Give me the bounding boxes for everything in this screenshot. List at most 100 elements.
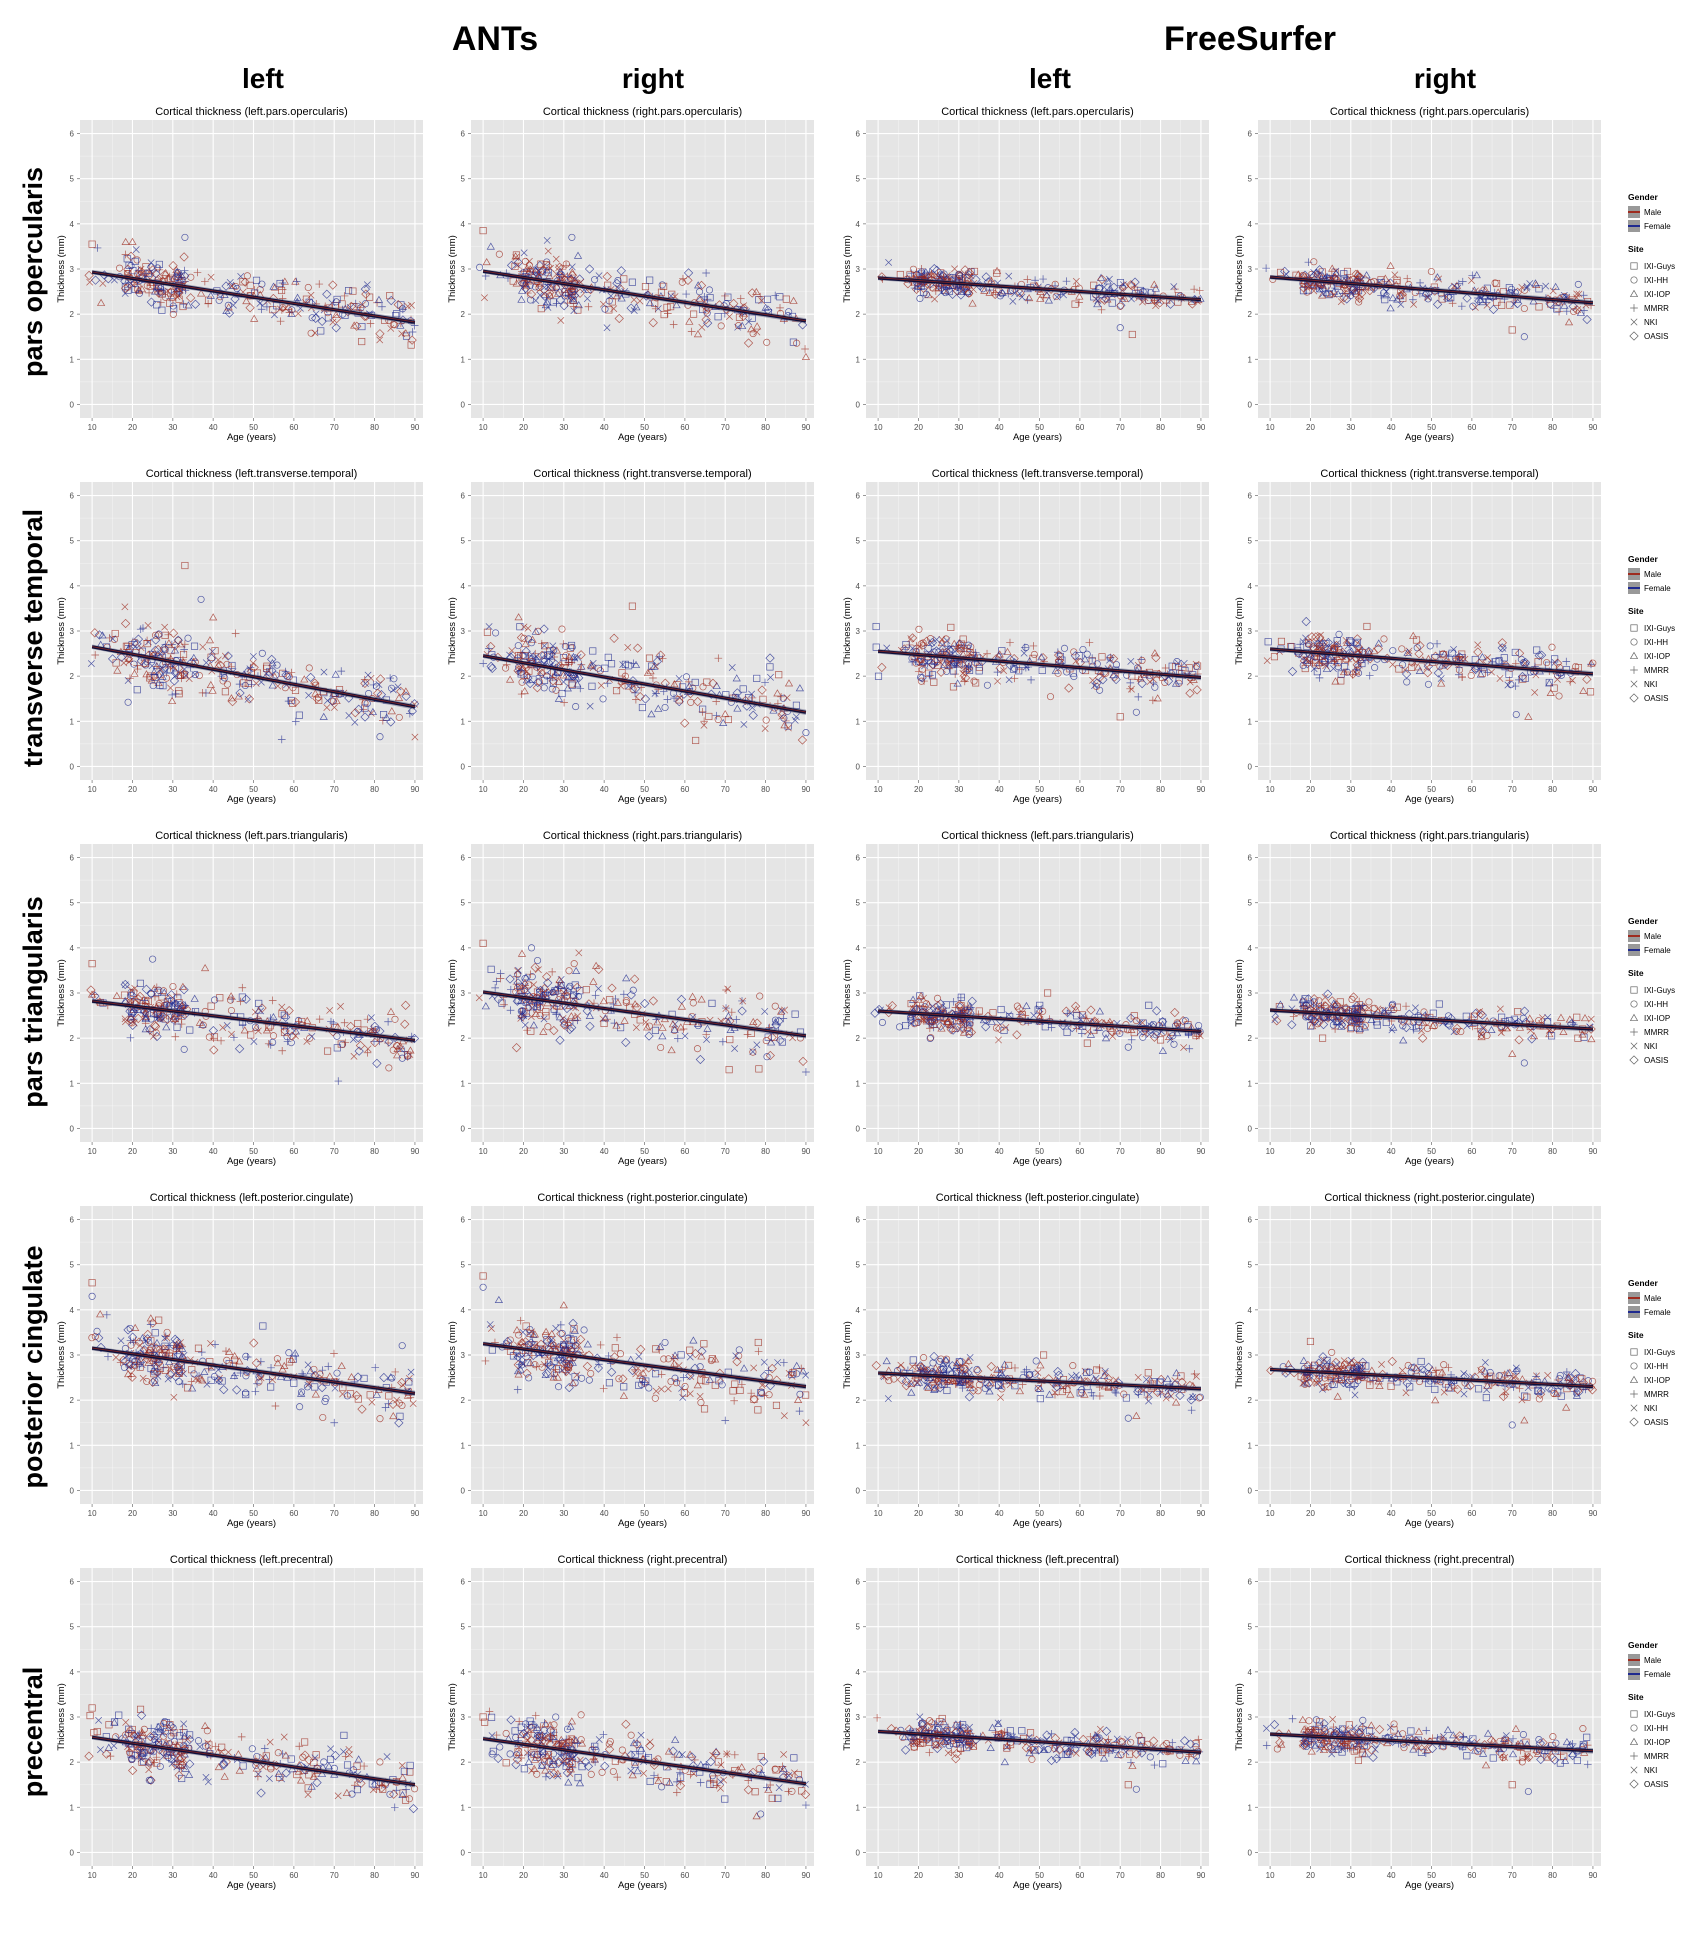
data-point bbox=[1435, 275, 1443, 283]
data-point bbox=[294, 310, 302, 317]
data-point bbox=[962, 287, 973, 298]
data-point bbox=[350, 303, 358, 311]
data-point bbox=[574, 301, 583, 309]
data-point bbox=[311, 329, 319, 337]
data-point bbox=[630, 296, 638, 304]
x-tick-label: 30 bbox=[559, 785, 568, 794]
data-point bbox=[130, 669, 139, 677]
data-point bbox=[724, 293, 732, 301]
data-point bbox=[544, 247, 552, 255]
data-point bbox=[393, 299, 403, 310]
data-point bbox=[174, 288, 184, 298]
y-tick-label: 6 bbox=[856, 854, 861, 863]
y-tick-label: 6 bbox=[461, 854, 466, 863]
data-point bbox=[224, 301, 232, 309]
data-point bbox=[366, 319, 375, 328]
data-point bbox=[481, 294, 488, 302]
data-point bbox=[401, 329, 410, 337]
x-tick-label: 20 bbox=[914, 1147, 923, 1156]
data-point bbox=[408, 301, 415, 309]
y-tick-label: 0 bbox=[70, 762, 75, 771]
data-point bbox=[1396, 292, 1404, 300]
panel-title: Cortical thickness (left.pars.triangular… bbox=[941, 830, 1134, 842]
data-point bbox=[144, 269, 152, 277]
x-tick-label: 20 bbox=[914, 785, 923, 794]
data-point bbox=[927, 282, 937, 292]
data-point bbox=[123, 264, 133, 274]
data-point bbox=[512, 279, 521, 287]
x-tick-label: 60 bbox=[1467, 1147, 1476, 1156]
x-tick-label: 40 bbox=[600, 1509, 609, 1518]
data-point bbox=[1128, 295, 1135, 303]
data-point bbox=[1108, 299, 1116, 307]
y-tick-label: 3 bbox=[70, 627, 75, 636]
data-point bbox=[185, 293, 196, 303]
data-point bbox=[614, 313, 624, 324]
x-tick-label: 20 bbox=[519, 423, 528, 432]
data-point bbox=[358, 323, 366, 331]
data-point bbox=[1352, 287, 1361, 295]
data-point bbox=[1023, 275, 1032, 284]
data-point bbox=[486, 242, 495, 250]
x-tick-label: 20 bbox=[128, 785, 137, 794]
x-axis-label: Age (years) bbox=[1013, 432, 1062, 443]
panel-ants-right-transverse-temporal: Cortical thickness (right.transverse.tem… bbox=[447, 468, 814, 805]
y-tick-label: 3 bbox=[461, 989, 466, 998]
data-point bbox=[1340, 270, 1348, 278]
data-point bbox=[1469, 302, 1477, 310]
data-point bbox=[99, 279, 107, 287]
data-point bbox=[1423, 293, 1431, 301]
data-point bbox=[315, 280, 324, 288]
data-point bbox=[934, 273, 943, 281]
data-point bbox=[317, 327, 325, 335]
data-point bbox=[1575, 290, 1583, 298]
data-point bbox=[584, 302, 593, 311]
data-point bbox=[1386, 304, 1395, 312]
data-point bbox=[280, 277, 289, 285]
y-tick-label: 3 bbox=[856, 627, 861, 636]
data-point bbox=[1036, 287, 1045, 295]
x-tick-label: 70 bbox=[1116, 785, 1125, 794]
data-point bbox=[641, 283, 650, 291]
row-label-pars-opercularis: pars opercularis bbox=[18, 167, 48, 377]
y-tick-label: 1 bbox=[70, 1441, 75, 1450]
data-point bbox=[292, 277, 301, 286]
data-point bbox=[610, 305, 618, 313]
data-point bbox=[1126, 280, 1136, 290]
panel-title: Cortical thickness (right.pars.triangula… bbox=[543, 830, 742, 842]
data-point bbox=[146, 282, 154, 290]
data-point bbox=[153, 301, 161, 309]
x-tick-label: 50 bbox=[1035, 423, 1044, 432]
data-point bbox=[360, 284, 371, 294]
data-point bbox=[617, 294, 626, 302]
data-point bbox=[1071, 300, 1079, 308]
x-tick-label: 10 bbox=[874, 423, 883, 432]
data-point bbox=[910, 284, 919, 292]
data-point bbox=[1062, 277, 1071, 286]
x-tick-label: 60 bbox=[1075, 423, 1084, 432]
data-point bbox=[1483, 301, 1491, 309]
panel-ants-left-pars-opercularis: Cortical thickness (left.pars.operculari… bbox=[56, 106, 423, 443]
data-point bbox=[155, 260, 163, 268]
data-point bbox=[748, 314, 756, 322]
data-point bbox=[896, 270, 904, 279]
data-point bbox=[1075, 298, 1083, 307]
data-point bbox=[601, 305, 609, 313]
data-point bbox=[1580, 306, 1588, 315]
x-tick-label: 10 bbox=[479, 423, 488, 432]
data-point bbox=[215, 296, 223, 304]
x-tick-label: 10 bbox=[88, 1509, 97, 1518]
data-point bbox=[555, 295, 566, 305]
data-point bbox=[1555, 307, 1563, 316]
data-point bbox=[1574, 280, 1582, 288]
data-point bbox=[268, 293, 279, 304]
data-point bbox=[660, 282, 668, 290]
data-point bbox=[1391, 271, 1399, 279]
data-point bbox=[1416, 289, 1424, 298]
x-tick-label: 70 bbox=[330, 423, 339, 432]
data-point bbox=[714, 313, 722, 321]
data-point bbox=[603, 324, 611, 332]
data-point bbox=[120, 283, 131, 293]
y-tick-label: 4 bbox=[856, 220, 861, 229]
data-point bbox=[1343, 267, 1352, 275]
